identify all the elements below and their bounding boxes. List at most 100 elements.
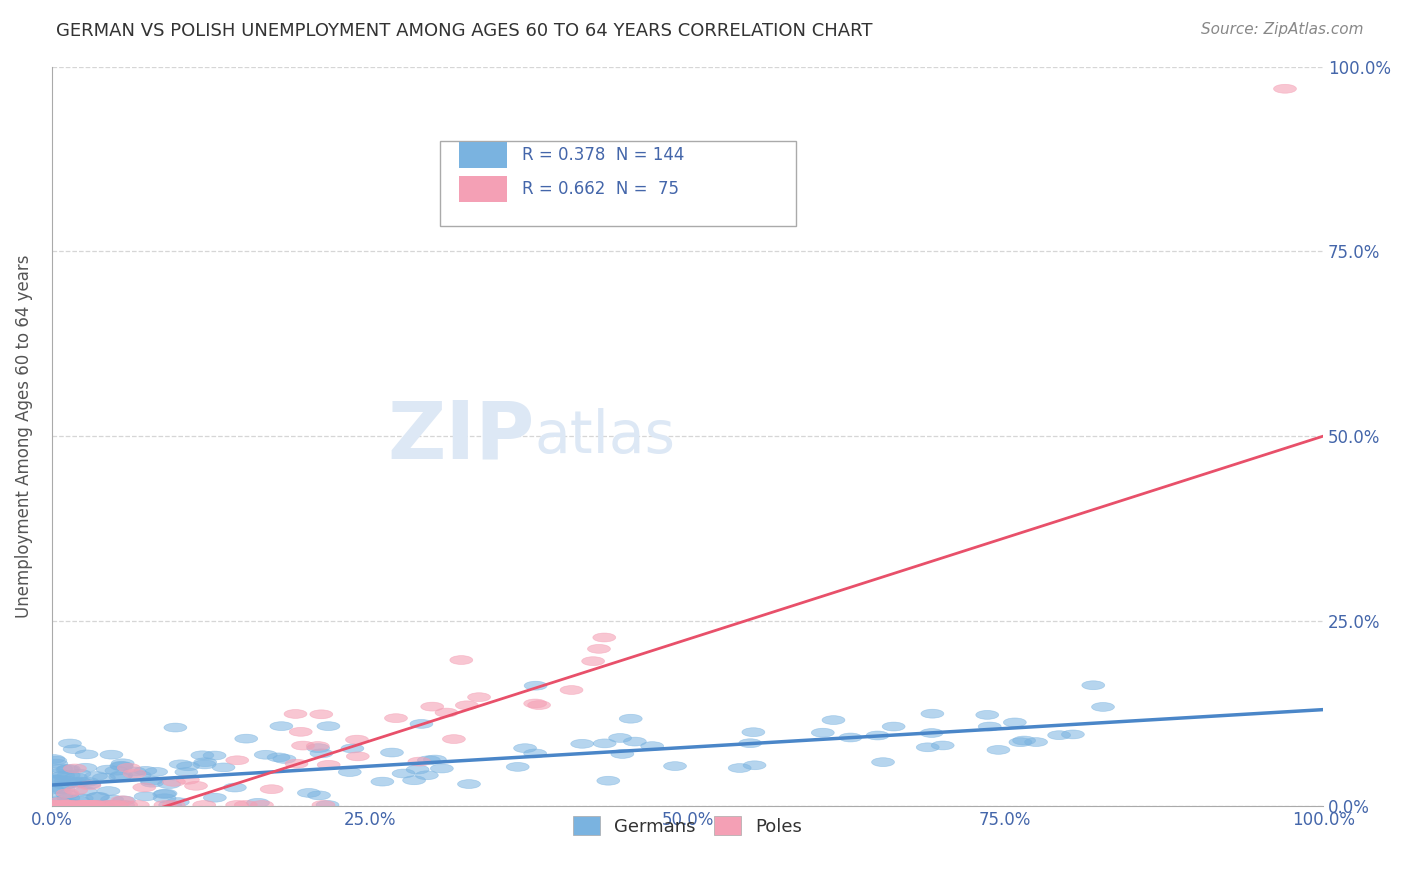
Ellipse shape (75, 764, 97, 772)
Ellipse shape (67, 769, 91, 778)
Ellipse shape (80, 800, 104, 809)
Ellipse shape (246, 798, 270, 807)
Ellipse shape (75, 787, 97, 796)
Ellipse shape (571, 739, 593, 748)
Ellipse shape (191, 751, 214, 760)
Ellipse shape (48, 797, 70, 806)
Ellipse shape (309, 749, 333, 758)
Ellipse shape (42, 755, 65, 764)
Ellipse shape (69, 800, 91, 809)
Ellipse shape (128, 771, 150, 780)
Ellipse shape (111, 762, 134, 771)
Ellipse shape (1081, 681, 1105, 690)
Ellipse shape (169, 760, 193, 769)
Ellipse shape (560, 686, 583, 695)
Ellipse shape (468, 693, 491, 702)
Ellipse shape (101, 795, 124, 804)
Ellipse shape (127, 800, 149, 809)
Ellipse shape (115, 800, 138, 809)
Ellipse shape (76, 778, 98, 786)
Ellipse shape (67, 777, 91, 786)
Y-axis label: Unemployment Among Ages 60 to 64 years: Unemployment Among Ages 60 to 64 years (15, 254, 32, 618)
Ellipse shape (63, 745, 86, 754)
Ellipse shape (132, 783, 156, 792)
Ellipse shape (506, 763, 529, 772)
Ellipse shape (124, 767, 146, 776)
Ellipse shape (582, 657, 605, 665)
Ellipse shape (316, 800, 339, 809)
Ellipse shape (153, 794, 176, 803)
Ellipse shape (202, 751, 226, 760)
Ellipse shape (96, 800, 118, 809)
Ellipse shape (108, 772, 132, 781)
Ellipse shape (430, 764, 453, 773)
Ellipse shape (56, 765, 79, 774)
Ellipse shape (111, 796, 134, 805)
Bar (458, 142, 508, 168)
Ellipse shape (979, 723, 1001, 731)
Ellipse shape (58, 764, 80, 773)
Ellipse shape (1012, 736, 1036, 745)
Ellipse shape (163, 778, 186, 786)
Ellipse shape (98, 800, 121, 809)
Ellipse shape (52, 800, 76, 809)
Ellipse shape (87, 792, 110, 801)
Ellipse shape (44, 800, 67, 809)
Ellipse shape (51, 793, 73, 801)
Ellipse shape (77, 780, 101, 789)
Ellipse shape (134, 766, 157, 775)
Ellipse shape (270, 722, 292, 731)
Ellipse shape (56, 798, 79, 807)
Ellipse shape (450, 656, 472, 665)
Ellipse shape (110, 762, 132, 770)
Ellipse shape (75, 750, 98, 759)
Ellipse shape (1047, 731, 1070, 739)
Ellipse shape (598, 776, 620, 785)
Text: GERMAN VS POLISH UNEMPLOYMENT AMONG AGES 60 TO 64 YEARS CORRELATION CHART: GERMAN VS POLISH UNEMPLOYMENT AMONG AGES… (56, 22, 873, 40)
Ellipse shape (194, 758, 217, 766)
Ellipse shape (117, 764, 141, 772)
Ellipse shape (917, 743, 939, 752)
Ellipse shape (744, 761, 766, 770)
Ellipse shape (254, 750, 277, 759)
Ellipse shape (811, 728, 834, 737)
Ellipse shape (66, 779, 89, 788)
Ellipse shape (523, 749, 547, 758)
Ellipse shape (75, 800, 97, 809)
Ellipse shape (457, 780, 481, 789)
Ellipse shape (153, 789, 176, 798)
Ellipse shape (408, 757, 430, 766)
Ellipse shape (212, 763, 235, 772)
Ellipse shape (162, 800, 186, 809)
Ellipse shape (177, 762, 200, 771)
Ellipse shape (96, 765, 120, 774)
Ellipse shape (83, 800, 107, 809)
Ellipse shape (250, 800, 273, 809)
Ellipse shape (145, 767, 167, 776)
Ellipse shape (176, 775, 200, 784)
Ellipse shape (593, 739, 616, 747)
Ellipse shape (45, 800, 67, 809)
Ellipse shape (728, 764, 751, 772)
Ellipse shape (976, 710, 998, 719)
Ellipse shape (443, 735, 465, 744)
Ellipse shape (112, 796, 135, 805)
Ellipse shape (159, 800, 181, 809)
Ellipse shape (260, 785, 283, 794)
Ellipse shape (46, 800, 69, 809)
Ellipse shape (309, 710, 333, 719)
Ellipse shape (52, 785, 75, 794)
Ellipse shape (987, 746, 1010, 755)
Ellipse shape (284, 709, 307, 718)
Ellipse shape (104, 800, 128, 809)
Ellipse shape (52, 772, 75, 780)
Ellipse shape (456, 701, 478, 710)
Ellipse shape (41, 785, 63, 794)
Ellipse shape (45, 759, 67, 768)
Ellipse shape (384, 714, 408, 723)
Ellipse shape (664, 762, 686, 771)
Ellipse shape (97, 787, 120, 796)
Ellipse shape (235, 734, 257, 743)
Ellipse shape (641, 741, 664, 750)
Ellipse shape (381, 748, 404, 757)
